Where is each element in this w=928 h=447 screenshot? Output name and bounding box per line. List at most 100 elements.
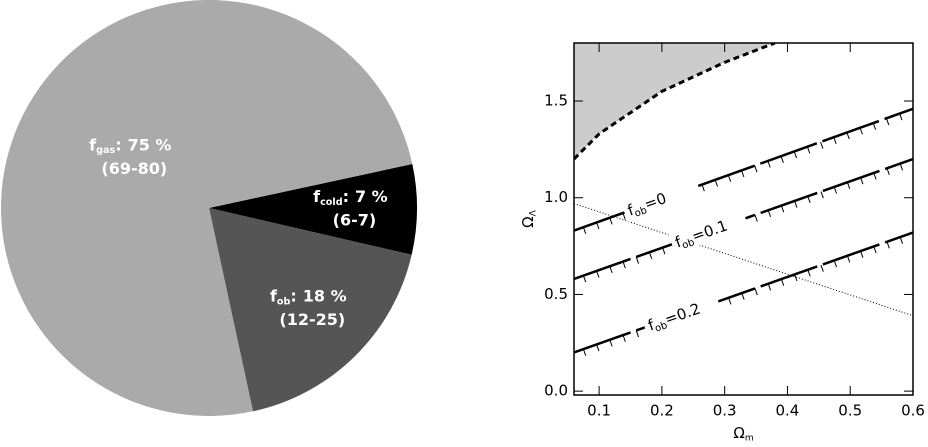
hatch (754, 288, 758, 296)
hatch (609, 217, 613, 225)
hatch (648, 252, 653, 260)
text-part: 18 % (303, 286, 347, 305)
text-part: f (645, 315, 657, 334)
hatch (701, 184, 705, 192)
hatch (833, 186, 838, 194)
hatch (793, 151, 798, 159)
slice-range: (69-80) (101, 159, 167, 178)
text-part: 7 % (355, 186, 388, 205)
x-tick-label: 0.4 (776, 402, 800, 420)
hatch (767, 160, 771, 168)
x-tick-label: 0.2 (650, 402, 674, 420)
flat-line (574, 203, 913, 317)
hatch (635, 330, 640, 338)
hatch (596, 270, 600, 278)
hatch (872, 122, 877, 130)
hatch (859, 127, 863, 135)
contour-label-group: fob=0.2 (640, 290, 722, 337)
text-part: Ω (519, 216, 537, 227)
hatch (741, 292, 745, 300)
text-part: : (290, 286, 296, 305)
hatch (794, 200, 798, 208)
y-axis-label: ΩΛ (519, 209, 539, 227)
label-bg (620, 174, 702, 222)
hatch (582, 275, 587, 283)
hatch (780, 156, 784, 163)
hatch (886, 241, 890, 249)
hatch (662, 247, 666, 255)
hatch (582, 227, 587, 234)
hatch (860, 250, 864, 258)
subscript: ob (654, 320, 669, 335)
slice-label: fcold: 7 % (313, 186, 388, 207)
slice-range: (6-7) (333, 210, 377, 229)
label-bg (640, 290, 722, 337)
hatch (820, 191, 824, 199)
slice-range: (12-25) (279, 310, 345, 329)
x-tick-label: 0.6 (901, 402, 925, 420)
subscript: ob (681, 237, 696, 252)
pie-slice (0, 0, 413, 417)
hatch (635, 256, 640, 264)
hatch (873, 246, 877, 254)
x-tick-label: 0.1 (587, 402, 611, 420)
hatch (728, 297, 732, 305)
region-boundary (574, 43, 776, 161)
label-bg (667, 206, 749, 254)
contour-line (574, 107, 913, 232)
plot-frame (573, 42, 914, 396)
subscript: ob (277, 297, 291, 308)
hatch (820, 264, 824, 272)
hatch (846, 182, 851, 190)
subscript: ob (633, 205, 648, 220)
hatch (596, 344, 600, 352)
hatch (780, 278, 785, 286)
contour-label-group: fob=0 (620, 174, 702, 222)
subscript: m (745, 433, 754, 443)
hatch (846, 255, 851, 263)
hatch (899, 236, 904, 244)
contour-line (574, 231, 913, 354)
text-part: : (343, 186, 349, 205)
pie-slice (209, 208, 412, 412)
hatch (807, 269, 811, 277)
hatch (899, 113, 903, 121)
slice-label: fgas: 75 % (89, 135, 171, 156)
y-tick-label: 0.0 (544, 382, 568, 400)
y-tick-label: 0.5 (544, 285, 568, 303)
x-axis-label: Ωm (733, 424, 753, 444)
hatch (741, 170, 745, 178)
pie-slice (209, 164, 417, 255)
hatch (899, 163, 904, 171)
hatch (754, 165, 758, 173)
hatch (860, 177, 864, 185)
hatch (582, 348, 587, 356)
hatch (767, 283, 772, 291)
text-part: Ω (733, 424, 744, 442)
hatch (833, 260, 838, 268)
text-part: f (270, 286, 278, 305)
hatch (807, 196, 811, 204)
hatch (622, 334, 626, 342)
hatch (754, 214, 758, 222)
hatch (833, 137, 837, 145)
subscript: cold (320, 197, 343, 208)
x-tick-label: 0.3 (713, 402, 737, 420)
hatch (780, 205, 785, 213)
x-tick-label: 0.5 (838, 402, 862, 420)
text-part: f (89, 135, 97, 154)
text-part: : (115, 135, 121, 154)
hatch (622, 212, 626, 220)
text-part: f (625, 200, 637, 219)
subscript: gas (96, 145, 115, 156)
hatch (609, 339, 613, 347)
y-tick-label: 1.5 (544, 92, 568, 110)
hatch (885, 118, 890, 126)
hatch (609, 266, 613, 274)
hatch (622, 261, 626, 269)
hatch (767, 210, 772, 218)
hatch (714, 179, 718, 187)
hatch (820, 141, 824, 149)
